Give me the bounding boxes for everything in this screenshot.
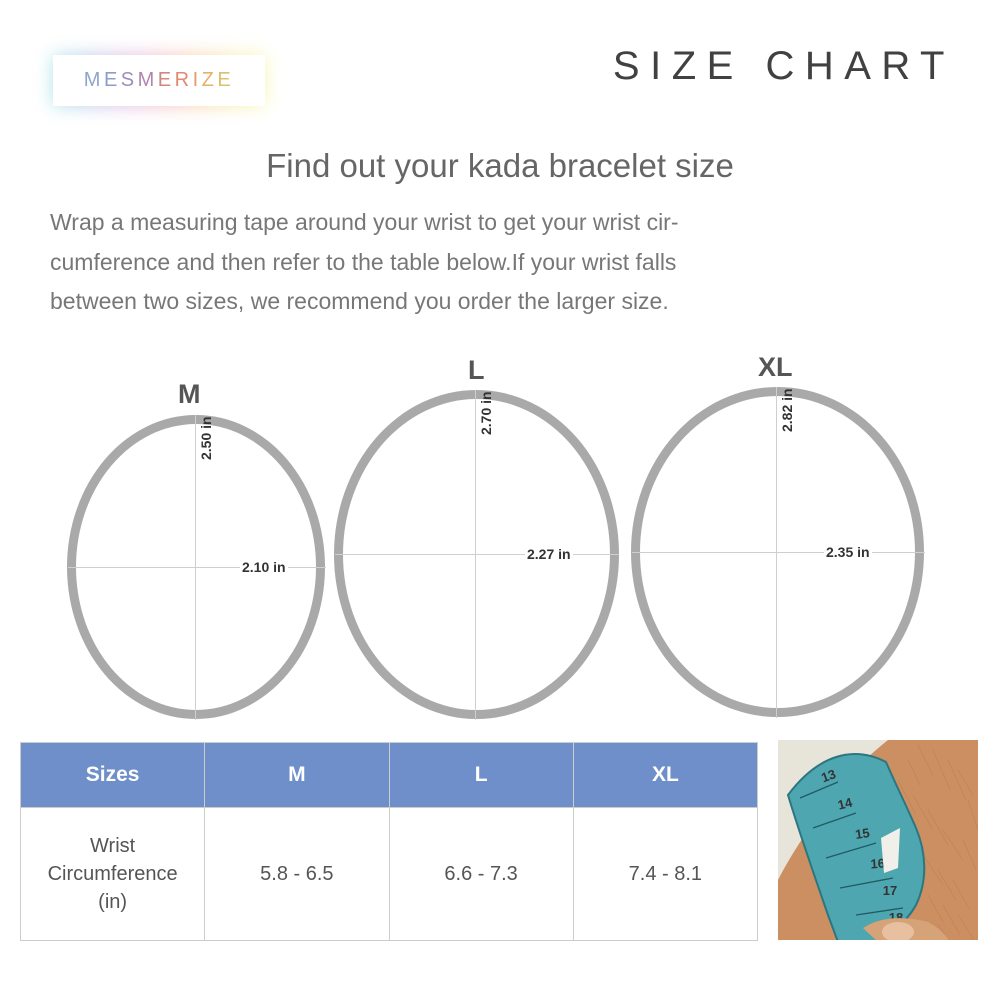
svg-text:17: 17 — [883, 883, 897, 898]
svg-text:15: 15 — [854, 825, 870, 842]
